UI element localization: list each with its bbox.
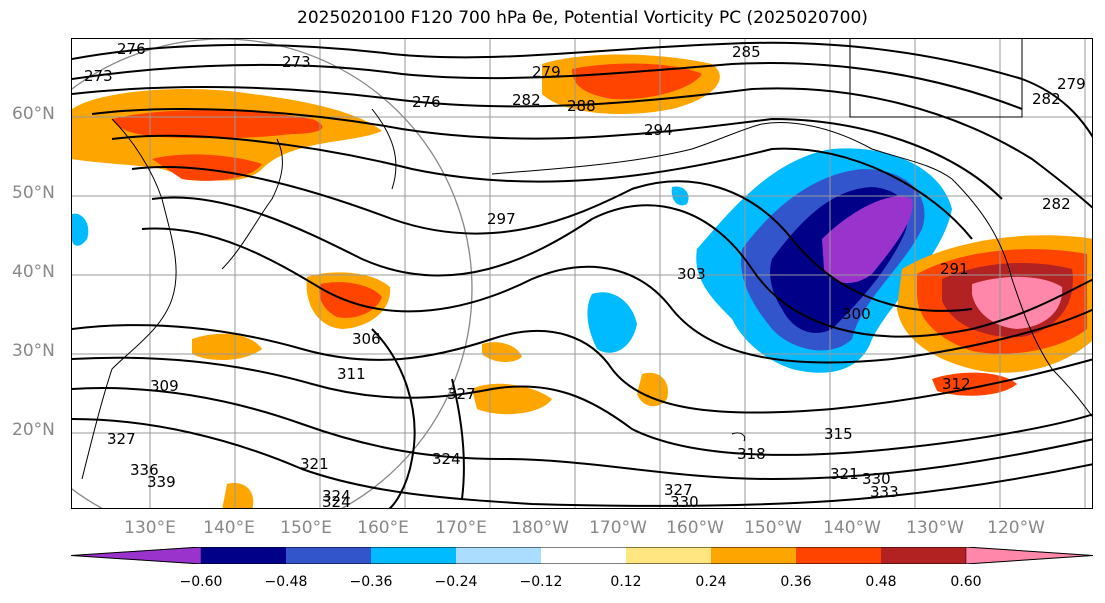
contour-label: 315 [824, 425, 853, 443]
lon-label-170e: 170°E [435, 518, 487, 538]
contour-label: 273 [282, 53, 311, 71]
lon-label-140e: 140°E [203, 518, 255, 538]
colorbar-seg-1 [201, 547, 286, 564]
contour-label: 297 [487, 210, 516, 228]
contour-label: 282 [1032, 90, 1061, 108]
lon-label-160e: 160°E [357, 518, 409, 538]
contour-label: 303 [677, 265, 706, 283]
map-title: 2025020100 F120 700 hPa θe, Potential Vo… [297, 8, 868, 28]
contour-label: 318 [737, 445, 766, 463]
colorbar-seg-6 [626, 547, 711, 564]
colorbar-tick: −0.48 [264, 574, 308, 590]
lat-label-50n: 50°N [12, 183, 55, 203]
colorbar-seg-5 [541, 547, 626, 564]
range-circle [72, 39, 473, 508]
lat-label-60n: 60°N [12, 104, 55, 124]
contour-label: 321 [830, 465, 859, 483]
contour-label: 330 [670, 493, 699, 509]
lon-label-170w: 170°W [589, 518, 647, 538]
colorbar-tick: −0.60 [179, 574, 223, 590]
contour-label: 276 [117, 40, 146, 58]
colorbar-tick: −0.36 [349, 574, 393, 590]
contour-label: 330 [862, 470, 891, 488]
colorbar-tick: 0.60 [950, 574, 982, 590]
contour-label: 291 [940, 260, 969, 278]
lat-label-40n: 40°N [12, 262, 55, 282]
aleutians [491, 123, 763, 175]
colorbar [71, 547, 1093, 564]
contour-labels: 276 273 273 276 279 282 285 288 294 297 … [84, 40, 1086, 509]
colorbar-seg-0 [71, 547, 202, 564]
contour-label: 327 [447, 385, 476, 403]
contour-label: 282 [512, 91, 541, 109]
contour-label: 288 [567, 97, 596, 115]
contour-label: 336 [130, 461, 159, 479]
contour-label: 324 [322, 487, 351, 505]
contour-label: 324 [322, 493, 351, 509]
lon-label-150w: 150°W [744, 518, 802, 538]
contour-label: 300 [842, 305, 871, 323]
pv-positive-patch-4 [482, 342, 522, 363]
hawaii [731, 432, 746, 442]
kamchatka-coast [371, 108, 397, 190]
colorbar-seg-9 [881, 547, 966, 564]
pv-negative-patch-2 [72, 213, 89, 246]
colorbar-seg-3 [371, 547, 456, 564]
colorbar-tick: 0.12 [610, 574, 642, 590]
colorbar-seg-7 [711, 547, 796, 564]
pv-positive-patch-5 [932, 372, 1017, 396]
pv-positive-patch-3 [192, 333, 262, 361]
lat-label-20n: 20°N [12, 420, 55, 440]
inset-box [849, 39, 1023, 118]
lon-label-140w: 140°W [823, 518, 881, 538]
pv-negative-core-east [822, 196, 913, 284]
contour-label: 327 [107, 430, 136, 448]
colorbar-seg-8 [796, 547, 881, 564]
colorbar-seg-4 [456, 547, 541, 564]
contour-label: 339 [147, 473, 176, 491]
contour-label: 306 [352, 330, 381, 348]
map-panel: 276 273 273 276 279 282 285 288 294 297 … [71, 38, 1093, 509]
map-canvas: 276 273 273 276 279 282 285 288 294 297 … [72, 39, 1092, 509]
pv-negative-patch-1 [587, 292, 637, 353]
lon-label-150e: 150°E [280, 518, 332, 538]
pv-positive-patch-1 [472, 383, 552, 415]
pv-strong-region-n [572, 63, 702, 100]
na-west-coast [951, 178, 1092, 418]
theta-e-contours [72, 41, 1092, 508]
lat-label-30n: 30°N [12, 341, 55, 361]
contour-label: 333 [870, 483, 899, 501]
lon-label-160w: 160°W [666, 518, 724, 538]
contour-label: 285 [732, 43, 761, 61]
pv-pink-region-east [972, 276, 1063, 329]
contour-label: 324 [432, 450, 461, 468]
pv-positive-patch-6 [222, 483, 254, 508]
alaska-coast [761, 122, 953, 180]
contour-label: 279 [1057, 75, 1086, 93]
lon-label-120w: 120°W [987, 518, 1045, 538]
colorbar-tick: 0.48 [865, 574, 897, 590]
colorbar-tick: −0.12 [519, 574, 563, 590]
contour-label: 279 [532, 63, 561, 81]
colorbar-tick: 0.24 [695, 574, 727, 590]
contour-label: 276 [412, 93, 441, 111]
colorbar-tick: −0.24 [434, 574, 478, 590]
pv-strong-region-central [319, 282, 382, 318]
contour-label: 282 [1042, 195, 1071, 213]
colorbar-seg-10 [965, 547, 1093, 564]
lon-label-130w: 130°W [906, 518, 964, 538]
contour-label: 312 [942, 375, 971, 393]
lon-label-130e: 130°E [124, 518, 176, 538]
japan-coast [221, 138, 283, 270]
colorbar-tick: 0.36 [780, 574, 812, 590]
contour-label: 294 [644, 121, 673, 139]
asia-coast [81, 118, 177, 480]
lon-label-180w: 180°W [511, 518, 569, 538]
contour-label: 273 [84, 67, 113, 85]
contour-label: 311 [337, 365, 366, 383]
contour-label: 327 [664, 481, 693, 499]
colorbar-seg-2 [286, 547, 371, 564]
contour-label: 309 [150, 377, 179, 395]
contour-label: 321 [300, 455, 329, 473]
